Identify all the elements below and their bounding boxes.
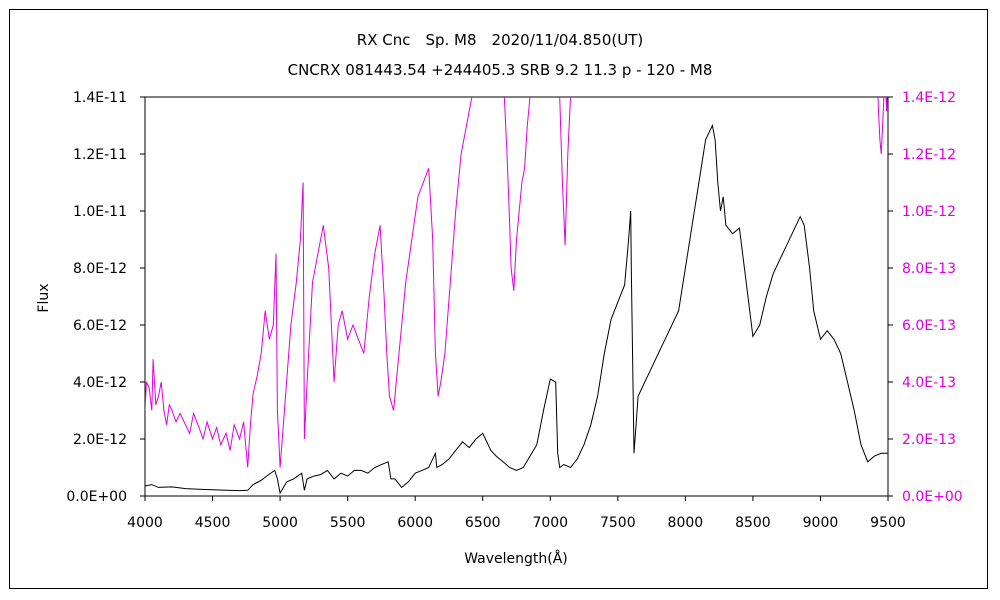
- plot-area: [144, 96, 889, 497]
- y-axis-right: 0.0E+00 2.0E-13 4.0E-13 6.0E-13 8.0E-13 1.0E-…: [888, 90, 963, 505]
- y-right-tick-label: 2.0E-13: [902, 432, 956, 448]
- y-tick-label: 1.0E-11: [73, 204, 127, 220]
- y-tick-label: 4.0E-12: [73, 375, 127, 391]
- y-tick-label: 2.0E-12: [73, 432, 127, 448]
- x-tick-label: 6000: [397, 515, 433, 531]
- x-tick-label: 4000: [127, 515, 163, 531]
- y-axis-left: 0.0E+00 2.0E-12 4.0E-12 6.0E-12 8.0E-12 1.0E-…: [66, 90, 145, 505]
- y-right-tick-label: 0.0E+00: [902, 489, 963, 505]
- x-tick-label: 6500: [465, 515, 501, 531]
- x-tick-label: 7500: [600, 515, 636, 531]
- y-right-tick-label: 1.2E-12: [902, 147, 956, 163]
- chart-frame: [9, 9, 988, 589]
- series-line-magenta-4: [877, 97, 888, 155]
- y-right-tick-label: 8.0E-13: [902, 261, 956, 277]
- y-tick-label: 1.2E-11: [73, 147, 127, 163]
- x-tick-label: 5500: [330, 515, 366, 531]
- y-tick-label: 6.0E-12: [73, 318, 127, 334]
- y-tick-label: 8.0E-12: [73, 261, 127, 277]
- y-tick-label: 0.0E+00: [66, 489, 127, 505]
- x-axis: 4000 4500 5000 5500 6000 6500 7000 7500 8000 8500…: [127, 496, 906, 531]
- series-line-magenta-1: [145, 97, 473, 468]
- chart-subtitle: CNCRX 081443.54 +244405.3 SRB 9.2 11.3 p…: [288, 61, 713, 79]
- x-tick-label: 4500: [195, 515, 231, 531]
- series-line-magenta-3: [559, 97, 572, 246]
- series-group: [145, 97, 888, 495]
- y-right-tick-label: 6.0E-13: [902, 318, 956, 334]
- x-tick-label: 8500: [735, 515, 771, 531]
- chart-title: RX Cnc Sp. M8 2020/11/04.850(UT): [357, 31, 643, 49]
- y-right-tick-label: 1.0E-12: [902, 204, 956, 220]
- x-axis-label: Wavelength(Å): [464, 550, 568, 567]
- x-tick-label: 8000: [668, 515, 704, 531]
- x-tick-label: 9000: [803, 515, 839, 531]
- y-right-tick-label: 4.0E-13: [902, 375, 956, 391]
- x-tick-label: 7000: [532, 515, 568, 531]
- series-line-magenta-2: [503, 97, 531, 291]
- y-axis-label: Flux: [36, 283, 52, 312]
- x-tick-label: 5000: [262, 515, 298, 531]
- y-right-tick-label: 1.4E-12: [902, 90, 956, 106]
- x-tick-label: 9500: [870, 515, 906, 531]
- series-line-black-0: [145, 123, 888, 495]
- y-tick-label: 1.4E-11: [73, 90, 127, 106]
